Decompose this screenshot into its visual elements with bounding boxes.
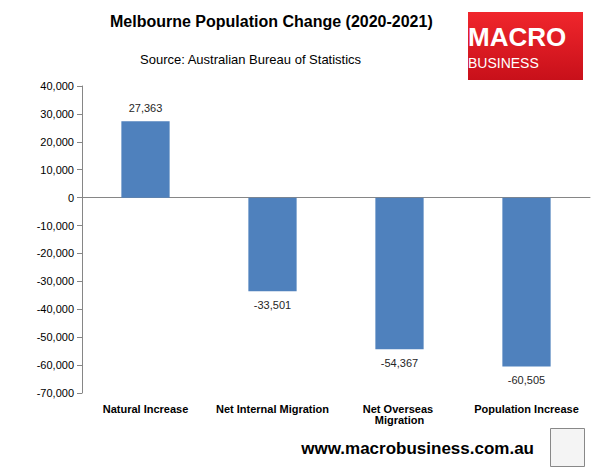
svg-text:30,000: 30,000 xyxy=(40,108,74,120)
svg-text:Source: Australian Bureau of S: Source: Australian Bureau of Statistics xyxy=(140,52,362,67)
svg-text:Natural Increase: Natural Increase xyxy=(103,403,189,415)
svg-text:Population Increase: Population Increase xyxy=(474,403,579,415)
svg-text:-10,000: -10,000 xyxy=(37,220,74,232)
svg-text:Melbourne Population Change (2: Melbourne Population Change (2020-2021) xyxy=(110,13,433,30)
svg-text:Net Internal Migration: Net Internal Migration xyxy=(216,403,329,415)
svg-text:-40,000: -40,000 xyxy=(37,303,74,315)
svg-text:Net Overseas: Net Overseas xyxy=(362,402,437,415)
svg-text:-54,367: -54,367 xyxy=(381,357,418,369)
svg-text:-60,505: -60,505 xyxy=(508,374,545,386)
svg-text:www.macrobusiness.com.au: www.macrobusiness.com.au xyxy=(300,439,534,458)
svg-text:BUSINESS: BUSINESS xyxy=(468,55,539,71)
svg-text:-33,501: -33,501 xyxy=(254,299,291,311)
svg-text:-60,000: -60,000 xyxy=(37,359,74,371)
svg-text:27,363: 27,363 xyxy=(129,102,163,114)
svg-text:-50,000: -50,000 xyxy=(37,331,74,343)
svg-text:MACRO: MACRO xyxy=(468,22,566,52)
svg-text:-30,000: -30,000 xyxy=(37,275,74,287)
svg-text:0: 0 xyxy=(68,192,74,204)
svg-text:-20,000: -20,000 xyxy=(37,247,74,259)
svg-text:10,000: 10,000 xyxy=(40,164,74,176)
svg-text:-70,000: -70,000 xyxy=(37,387,74,399)
svg-text:20,000: 20,000 xyxy=(40,136,74,148)
svg-text:Migration: Migration xyxy=(375,414,425,426)
svg-text:40,000: 40,000 xyxy=(40,80,74,92)
